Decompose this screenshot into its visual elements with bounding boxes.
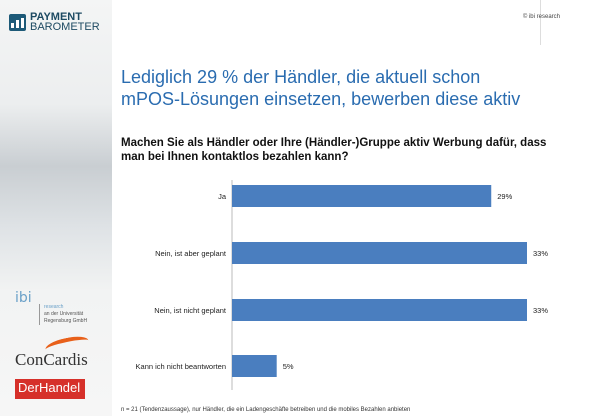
category-label: Ja [218, 192, 227, 201]
concardis-text: ConCardis [15, 350, 88, 369]
brand-line1: PAYMENT [30, 11, 82, 23]
ibi-research-logo: ibi research an der Universität Regensburg… [15, 290, 87, 325]
ibi-logo-text: ibi [15, 290, 32, 306]
ibi-sub1: research [44, 304, 64, 310]
copyright: © ibi research [522, 14, 560, 20]
footnote: n = 21 (Tendenzaussage), nur Händler, di… [121, 407, 411, 413]
survey-question: Machen Sie als Händler oder Ihre (Händle… [121, 137, 547, 163]
data-label: 33% [533, 249, 548, 258]
derhandel-logo: DerHandel [15, 379, 85, 399]
bar [232, 299, 527, 321]
ibi-sub2: an der Universität [44, 311, 84, 317]
data-label: 29% [497, 192, 512, 201]
data-label: 33% [533, 306, 548, 315]
bar [232, 242, 527, 264]
category-label: Nein, ist aber geplant [155, 249, 227, 258]
slide-title: Lediglich 29 % der Händler, die aktuell … [121, 67, 521, 109]
bar-chart-icon [9, 14, 26, 31]
payment-barometer-logo: PAYMENT BAROMETER [9, 12, 100, 33]
bar [232, 185, 492, 207]
category-label: Nein, ist nicht geplant [154, 306, 227, 315]
derhandel-text: DerHandel [18, 380, 81, 395]
concardis-logo: ConCardis [15, 333, 90, 370]
ibi-sub3: Regensburg GmbH [44, 318, 88, 324]
sidebar-image: PAYMENT BAROMETER ibi research an der Univ… [0, 0, 112, 416]
divider [540, 0, 541, 45]
bar [232, 355, 277, 377]
brand-line2: BAROMETER [30, 21, 100, 33]
data-label: 5% [283, 362, 294, 371]
category-label: Kann ich nicht beantworten [136, 362, 226, 371]
